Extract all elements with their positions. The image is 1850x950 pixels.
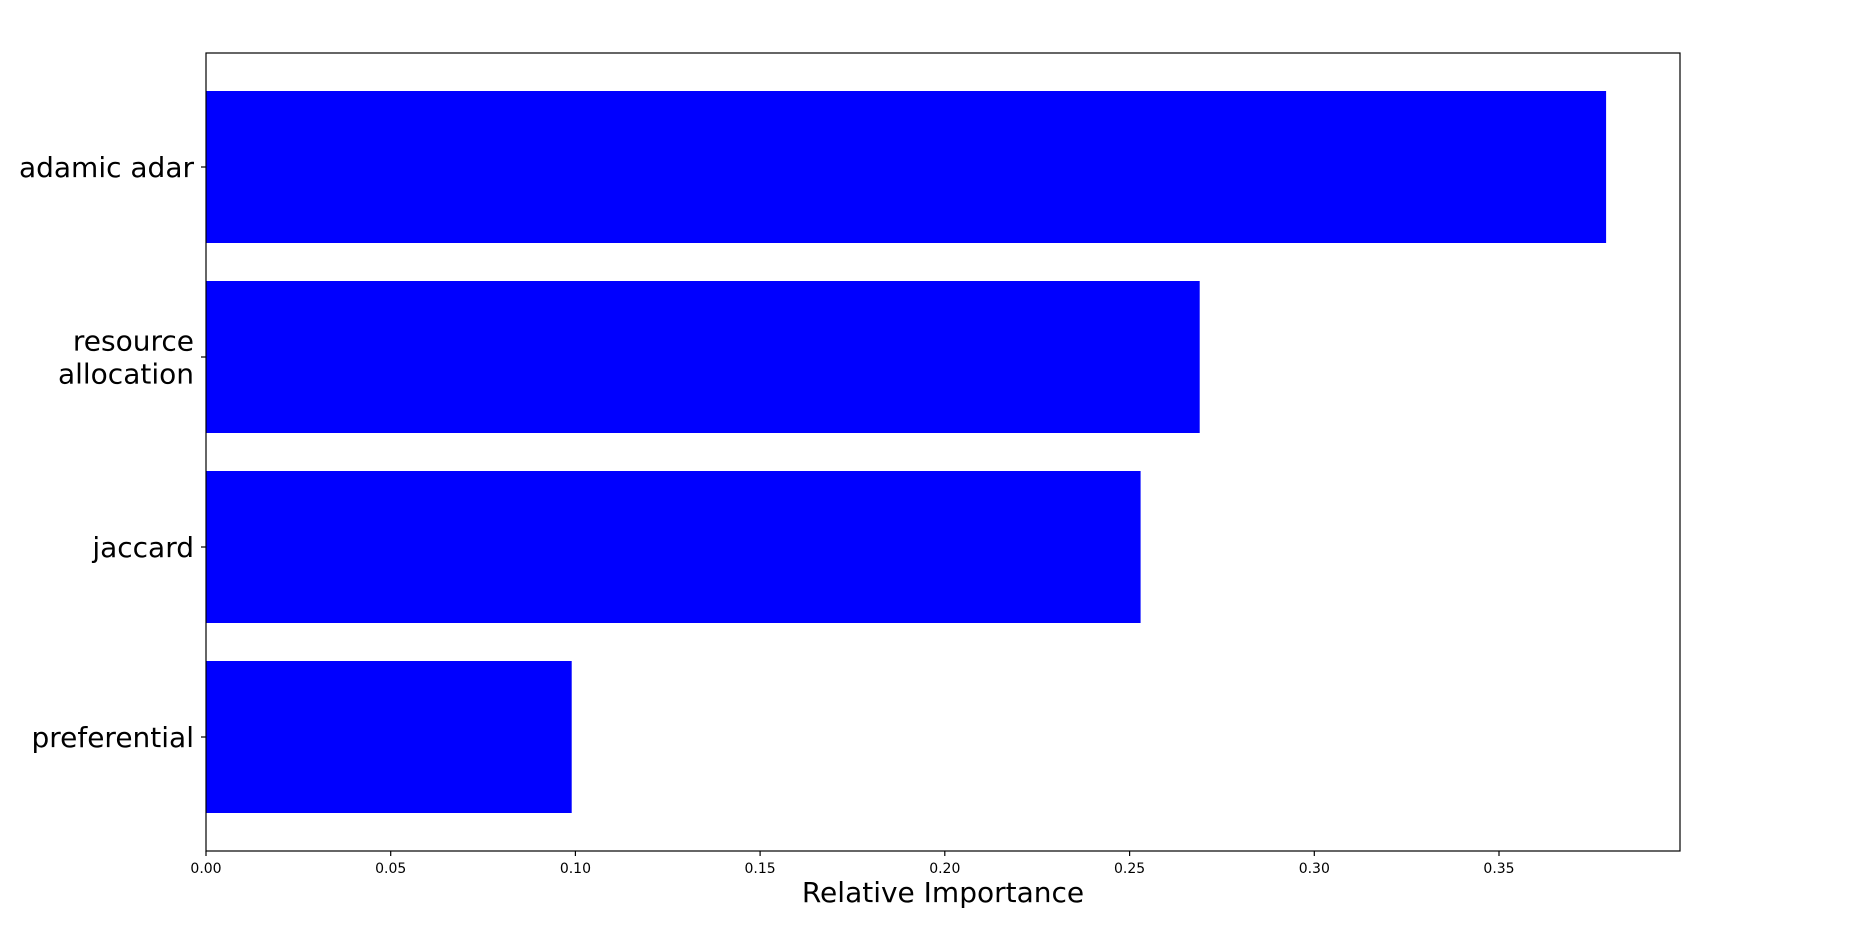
x-tick-label-3: 0.15: [745, 861, 776, 877]
x-axis: 0.00 0.05 0.10 0.15 0.20 0.25 0.30 0.35: [190, 851, 1515, 877]
y-tick-label-0-0: adamic adar: [19, 151, 195, 184]
bar-0: [206, 91, 1607, 243]
y-tick-label-1-1: allocation: [58, 358, 194, 391]
x-axis-label: Relative Importance: [802, 876, 1084, 909]
x-tick-label-5: 0.25: [1114, 861, 1145, 877]
y-tick-label-3-0: preferential: [31, 721, 194, 754]
bar-3: [206, 661, 572, 813]
y-tick-label-1-0: resource: [73, 325, 194, 358]
bar-2: [206, 471, 1141, 623]
y-tick-label-2-0: jaccard: [91, 531, 194, 564]
x-tick-label-2: 0.10: [560, 861, 591, 877]
x-tick-label-0: 0.00: [190, 861, 221, 877]
x-tick-label-1: 0.05: [375, 861, 406, 877]
x-tick-label-4: 0.20: [929, 861, 960, 877]
x-tick-label-6: 0.30: [1299, 861, 1330, 877]
x-tick-label-7: 0.35: [1483, 861, 1514, 877]
plot-frame: [205, 52, 1681, 852]
bars-layer: [206, 91, 1607, 813]
bar-1: [206, 281, 1200, 433]
